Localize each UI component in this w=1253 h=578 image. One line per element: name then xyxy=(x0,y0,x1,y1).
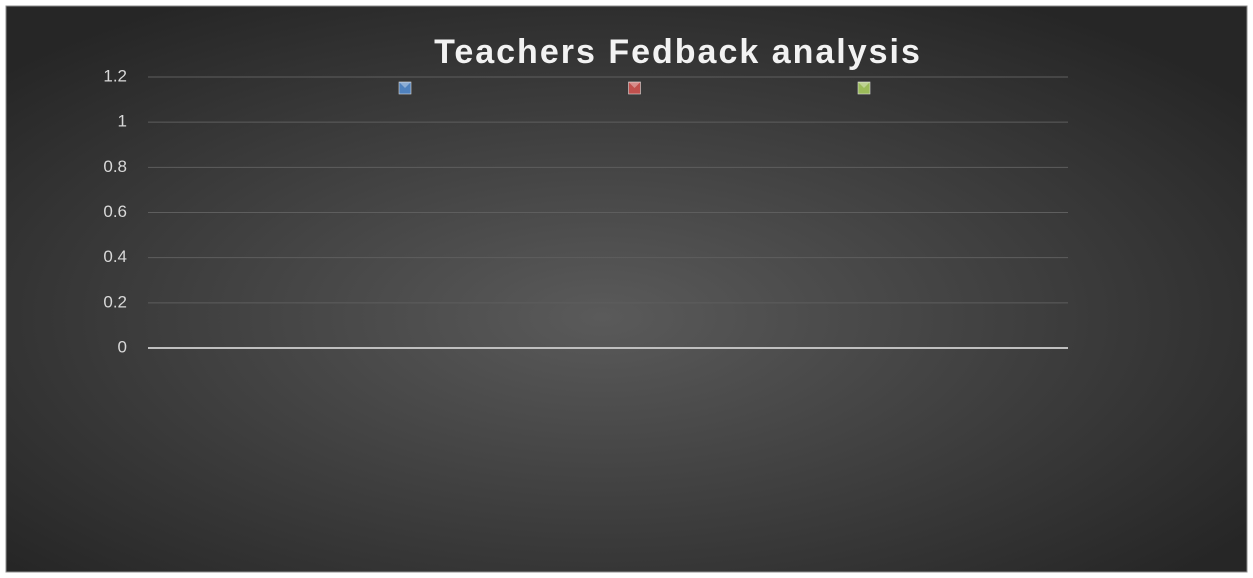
legend-key xyxy=(628,81,641,95)
legend-key-shine xyxy=(628,82,641,88)
legend-key xyxy=(398,81,412,95)
chart-area xyxy=(5,5,1248,573)
legend-key-shine xyxy=(399,82,411,88)
y-tick-label: 0.6 xyxy=(103,202,127,221)
y-tick-label: 0.2 xyxy=(103,292,127,311)
chart-title: Teachers Fedback analysis xyxy=(434,33,922,71)
legend-key-shine xyxy=(858,82,870,88)
y-tick-label: 0 xyxy=(118,337,127,356)
legend-key xyxy=(857,81,871,95)
y-tick-label: 1.2 xyxy=(103,66,127,85)
y-tick-label: 1 xyxy=(118,112,127,131)
y-tick-label: 0.8 xyxy=(103,157,127,176)
y-tick-label: 0.4 xyxy=(103,247,127,266)
